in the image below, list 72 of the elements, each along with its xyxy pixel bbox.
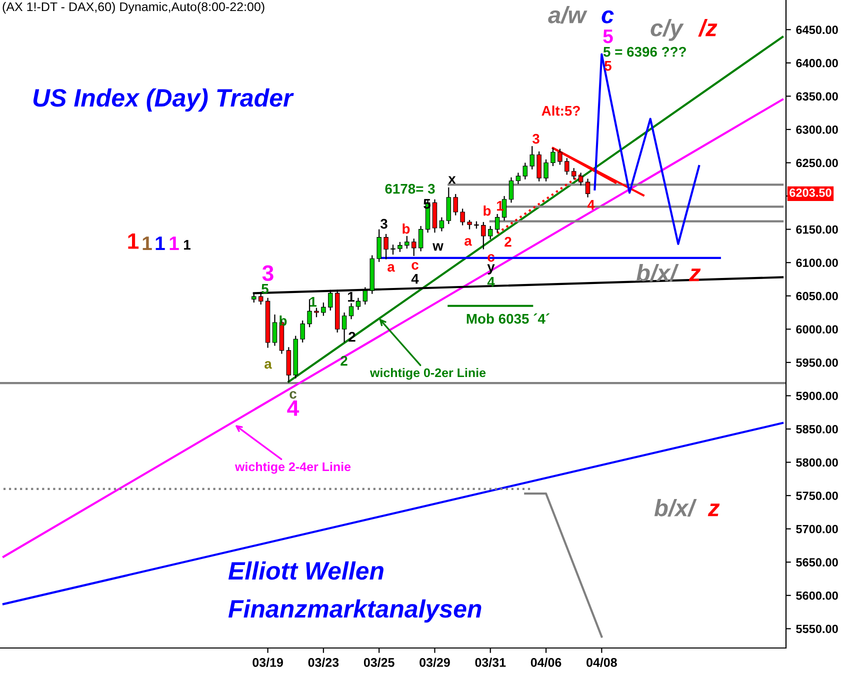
x-tick-label: 03/25	[364, 658, 394, 668]
annotation: 2	[340, 356, 348, 366]
y-tick-label: 6100.00	[796, 258, 838, 267]
annotation: 6178= 3	[385, 184, 435, 194]
y-tick-label: 5600.00	[796, 591, 838, 600]
annotation: c	[290, 391, 296, 399]
annotation: Finanzmarktanalysen	[228, 599, 482, 623]
annotation: b/x/	[636, 264, 679, 282]
annotation: 1	[128, 233, 139, 249]
annotation: z	[708, 504, 720, 516]
text: 6203.50	[790, 188, 832, 197]
y-tick-label: 6350.00	[796, 92, 838, 101]
y-tick-label: 6000.00	[796, 325, 838, 334]
annotation: wichtige 2-4er Linie	[234, 462, 351, 474]
annotation: 1	[142, 236, 152, 250]
annotation: 5 = 6396 ???	[603, 46, 686, 57]
annotation: c	[602, 10, 614, 24]
annotation: b	[402, 224, 410, 234]
y-tick-label: 5700.00	[796, 524, 838, 534]
x-tick-label: 04/06	[530, 658, 562, 668]
annotation: 3	[262, 265, 274, 281]
y-tick-label: 6050.00	[796, 292, 838, 300]
annotation: z	[688, 268, 701, 282]
annotation: w	[432, 243, 444, 251]
annotation: 4	[287, 400, 300, 416]
annotation: 1	[156, 236, 165, 250]
y-tick-label: 6450.00	[796, 26, 838, 34]
annotation: c/y	[650, 18, 684, 42]
annotation: a	[264, 361, 272, 369]
y-tick-label: 6300.00	[796, 126, 838, 134]
annotation: 5	[262, 284, 268, 294]
annotation: a	[388, 264, 395, 272]
annotation: a/w	[548, 6, 588, 24]
annotation: /z	[698, 18, 718, 37]
annotation: b/x/	[654, 498, 697, 517]
y-tick-label: 5750.00	[796, 492, 838, 500]
annotation: 2	[504, 236, 512, 247]
annotation: 4	[411, 274, 419, 284]
y-tick-label: 5950.00	[796, 358, 838, 367]
annotation: c	[412, 262, 418, 270]
annotation: Elliott Wellen	[228, 561, 384, 580]
annotation: 1	[310, 297, 316, 307]
chart-title: (AX 1!-DT - DAX,60) Dynamic,Auto(8:00-22:00)	[2, 2, 264, 14]
y-tick-label: 6150.00	[796, 225, 838, 234]
annotation: x	[448, 176, 456, 184]
y-tick-label: 5850.00	[796, 425, 838, 434]
annotation: Alt:5?	[542, 106, 580, 116]
x-tick-label: 03/23	[308, 658, 339, 668]
annotation: b	[484, 206, 491, 216]
y-tick-label: 6250.00	[796, 158, 838, 168]
x-tick-label: 03/31	[475, 658, 506, 668]
x-tick-label: 03/29	[420, 658, 450, 668]
y-tick-label: 5900.00	[796, 392, 838, 400]
annotation: 4	[587, 200, 595, 210]
annotation: a	[464, 238, 472, 246]
y-tick-label: 5650.00	[796, 558, 838, 567]
y-tick-label: 6400.00	[796, 58, 838, 68]
annotation: 3	[380, 218, 388, 229]
annotation: 1	[184, 240, 190, 250]
annotation: 3	[532, 134, 540, 144]
x-tick-label: 03/19	[252, 658, 283, 668]
annotation: Mob 6035 ´4´	[466, 313, 550, 324]
annotation: 1	[170, 236, 179, 250]
annotation: wichtige 0-2er Linie	[370, 368, 486, 380]
annotation: 4	[487, 277, 495, 287]
annotation: US Index (Day) Trader	[33, 88, 294, 112]
x-tick-label: 04/08	[586, 658, 617, 668]
annotation: 5	[603, 30, 613, 44]
annotation: 5	[604, 61, 612, 71]
y-tick-label: 5550.00	[796, 624, 838, 634]
y-tick-label: 5800.00	[796, 458, 838, 467]
annotation: 1	[348, 292, 354, 302]
